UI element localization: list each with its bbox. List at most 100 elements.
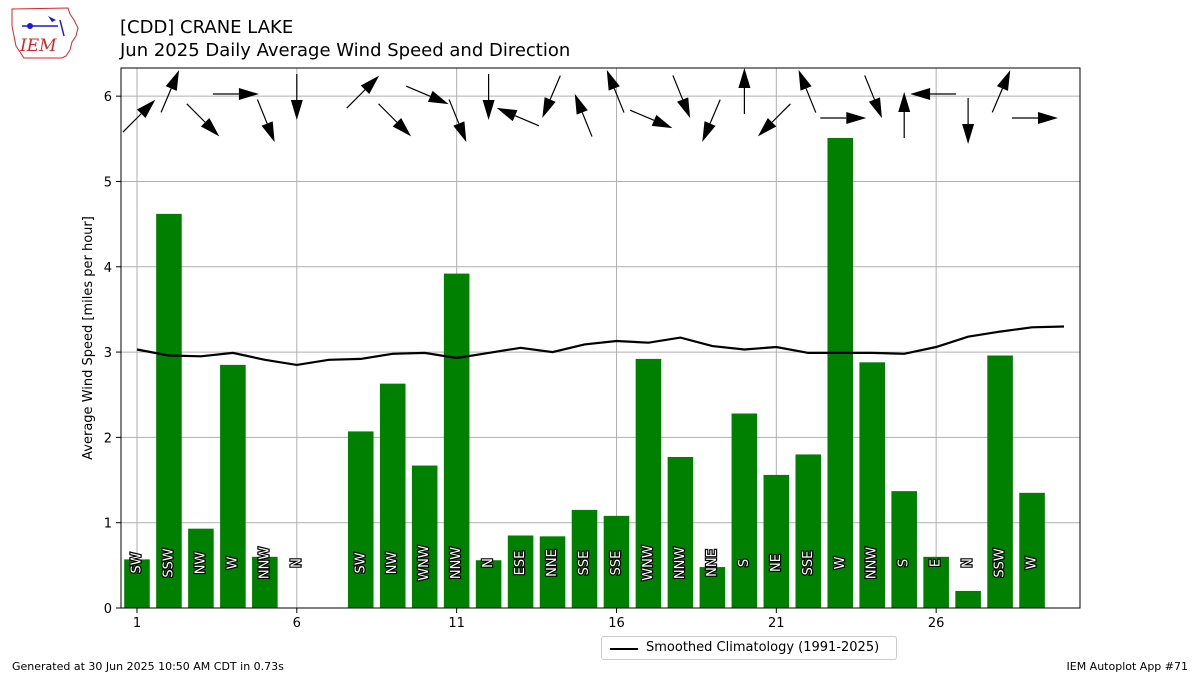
- direction-arrows: [122, 68, 1058, 144]
- direction-label: SSE: [609, 551, 624, 576]
- direction-label: NW: [385, 552, 400, 575]
- direction-label: NNW: [257, 547, 272, 579]
- y-tick-label: 5: [104, 175, 112, 190]
- direction-label: SSE: [801, 551, 816, 576]
- y-tick-label: 6: [104, 90, 112, 105]
- logo-text: IEM: [19, 36, 57, 56]
- direction-label: SW: [130, 552, 145, 573]
- speed-bar: [252, 556, 278, 608]
- arrow-head: [677, 97, 691, 119]
- speed-bar: [156, 213, 182, 608]
- speed-bar: [763, 474, 790, 608]
- arrow-shaft: [160, 88, 172, 113]
- arrow-head: [1038, 112, 1058, 124]
- arrow-head: [846, 112, 867, 124]
- arrow-shaft: [991, 88, 1003, 113]
- x-tick-label: 21: [768, 616, 785, 631]
- direction-label: WNW: [417, 545, 432, 581]
- arrow-head: [392, 118, 412, 137]
- arrow-head: [996, 70, 1011, 91]
- wind-arrow-icon: [574, 93, 593, 137]
- arrow-head: [360, 75, 380, 94]
- speed-bar: [923, 556, 949, 608]
- speed-bar: [795, 454, 822, 608]
- speed-bars: [124, 137, 1045, 608]
- arrow-shaft: [514, 115, 540, 127]
- arrow-head: [868, 97, 882, 119]
- arrow-head: [482, 100, 495, 120]
- speed-bar: [379, 383, 406, 608]
- arrow-head: [757, 118, 777, 137]
- direction-label: N: [961, 558, 976, 568]
- direction-label: NNW: [865, 547, 880, 579]
- speed-bar: [475, 560, 502, 608]
- speed-bar: [124, 559, 150, 608]
- direction-label: NNW: [673, 547, 688, 579]
- wind-arrow-icon: [798, 69, 817, 113]
- wind-arrow-icon: [378, 103, 412, 137]
- arrow-shaft: [771, 103, 791, 123]
- footer-generated: Generated at 30 Jun 2025 10:50 AM CDT in…: [12, 660, 284, 673]
- speed-bar: [699, 567, 726, 608]
- wind-arrow-icon: [212, 88, 259, 100]
- arrow-head: [606, 69, 620, 91]
- wind-arrow-icon: [629, 109, 673, 129]
- climatology-line-layer: [136, 325, 1065, 367]
- x-tick-label: 26: [928, 616, 945, 631]
- speed-bar: [603, 515, 630, 608]
- wind-arrow-icon: [864, 75, 882, 119]
- wind-arrow-icon: [482, 74, 495, 120]
- arrow-head: [798, 69, 812, 91]
- x-tick-label: 1: [133, 616, 141, 631]
- speed-bar: [571, 509, 598, 608]
- wind-arrow-icon: [606, 69, 625, 113]
- direction-label: SSW: [161, 548, 176, 578]
- wind-arrow-icon: [346, 75, 380, 109]
- wind-arrow-icon: [406, 85, 449, 105]
- speed-bar: [635, 358, 662, 608]
- wind-arrow-icon: [256, 99, 275, 143]
- chart-title: [CDD] CRANE LAKE: [120, 17, 294, 38]
- arrow-shaft: [378, 103, 398, 123]
- direction-label: W: [225, 556, 240, 569]
- arrow-head: [453, 121, 467, 143]
- direction-label: SSW: [993, 548, 1008, 578]
- arrow-head: [290, 100, 303, 120]
- arrow-head: [738, 68, 751, 88]
- wind-arrow-icon: [672, 75, 691, 119]
- legend-line-swatch: [610, 648, 638, 650]
- arrow-shaft: [805, 88, 817, 113]
- wind-arrow-icon: [1012, 112, 1058, 124]
- wind-arrow-icon: [542, 75, 561, 118]
- direction-label: S: [737, 559, 752, 567]
- direction-label: SSE: [577, 551, 592, 576]
- wind-arrow-icon: [290, 74, 303, 120]
- direction-label: S: [897, 559, 912, 567]
- arrow-shaft: [406, 85, 431, 97]
- y-tick-label: 0: [104, 602, 112, 617]
- speed-bar: [731, 413, 758, 608]
- wind-arrow-icon: [160, 70, 180, 113]
- arrow-head: [702, 121, 716, 142]
- speed-bar: [347, 431, 374, 608]
- arrow-head: [137, 99, 156, 118]
- wind-arrow-icon: [496, 107, 540, 127]
- y-tick-label: 1: [104, 517, 112, 532]
- direction-label: N: [289, 558, 304, 568]
- speed-bar: [1019, 492, 1045, 608]
- wind-arrow-icon: [702, 99, 721, 142]
- wind-arrow-icon: [757, 103, 791, 137]
- arrow-shaft: [672, 75, 684, 100]
- arrow-head: [962, 124, 975, 144]
- arrow-shaft: [186, 103, 206, 123]
- arrow-shaft: [613, 88, 625, 113]
- x-tick-label: 6: [293, 616, 301, 631]
- legend: Smoothed Climatology (1991-2025): [601, 636, 897, 660]
- wind-arrow-icon: [186, 103, 220, 137]
- arrow-shaft: [122, 113, 142, 133]
- speed-bar: [667, 457, 694, 608]
- arrow-shaft: [581, 112, 593, 137]
- plot-frame: [120, 67, 1081, 609]
- arrow-head: [496, 107, 518, 122]
- arrow-shaft: [709, 99, 721, 124]
